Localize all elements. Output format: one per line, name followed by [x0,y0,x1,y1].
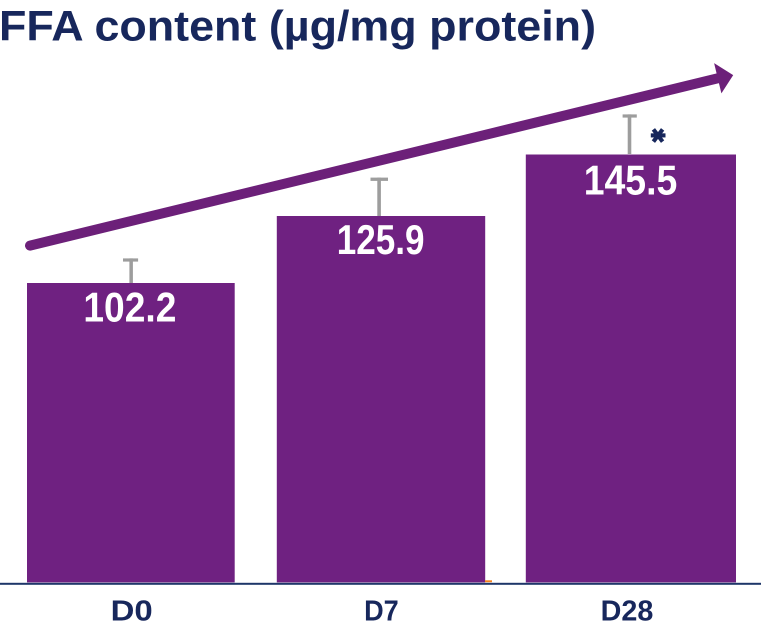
svg-text:D0: D0 [111,596,153,628]
svg-text:102.2: 102.2 [83,284,176,331]
svg-text:145.5: 145.5 [584,156,678,203]
svg-text:125.9: 125.9 [337,216,425,263]
svg-text:FFA content (µg/mg protein): FFA content (µg/mg protein) [0,3,596,50]
svg-text:D7: D7 [364,596,399,628]
svg-text:D28: D28 [601,596,654,628]
